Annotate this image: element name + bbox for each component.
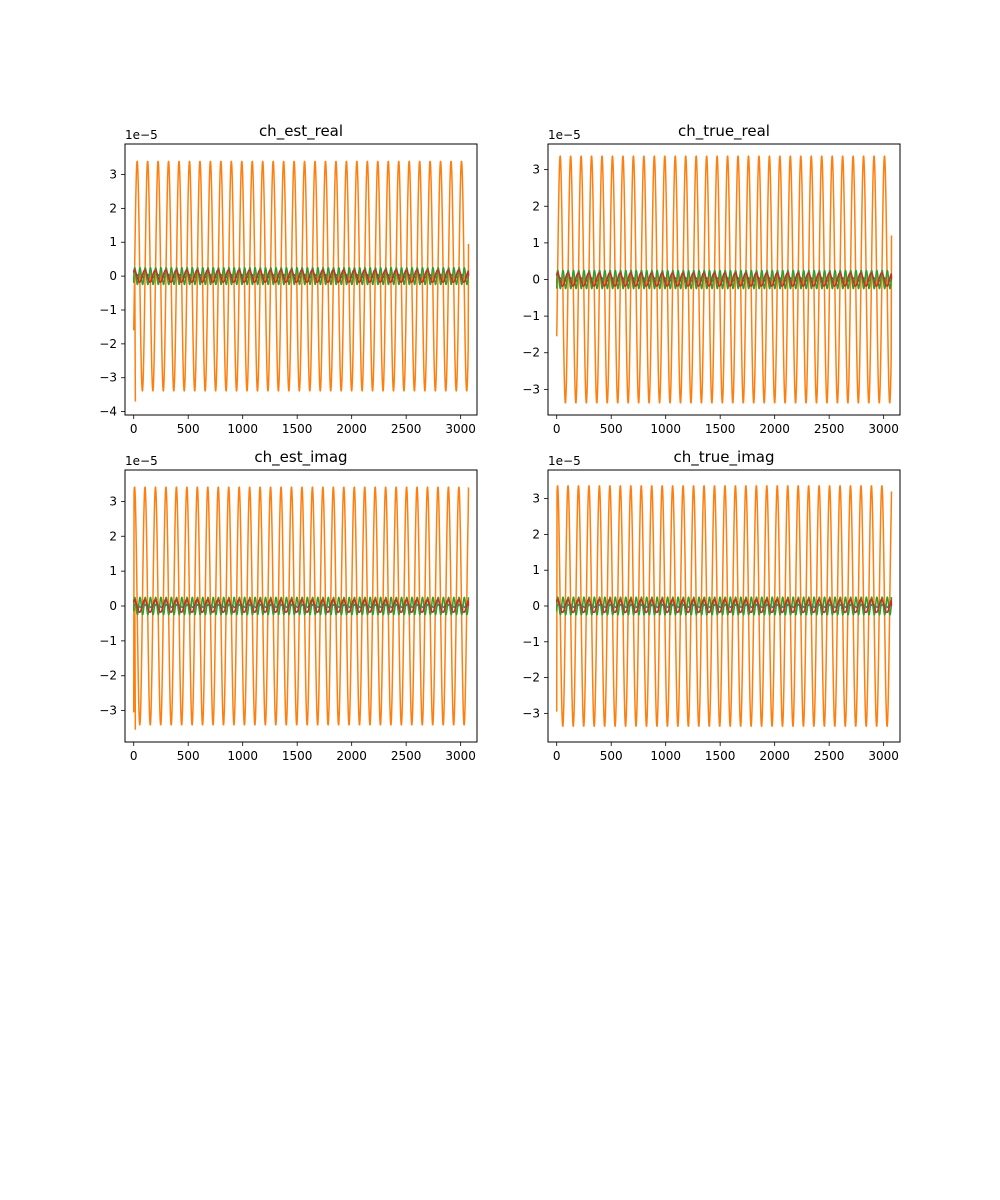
x-tick-label: 3000	[868, 749, 899, 763]
y-tick-label: −2	[522, 671, 540, 685]
y-offset-label: 1e−5	[125, 454, 158, 468]
x-tick-label: 0	[130, 749, 138, 763]
subplot-title: ch_true_imag	[673, 448, 774, 467]
y-tick-label: 0	[109, 599, 117, 613]
y-tick-label: −2	[522, 346, 540, 360]
x-tick-label: 2000	[336, 422, 367, 436]
subplot-title: ch_true_real	[678, 122, 770, 141]
y-tick-label: 0	[532, 599, 540, 613]
x-tick-label: 2500	[391, 422, 422, 436]
y-tick-label: −3	[99, 371, 117, 385]
x-tick-label: 3000	[868, 422, 899, 436]
y-tick-label: −2	[99, 669, 117, 683]
series-line-2	[555, 155, 893, 404]
y-tick-label: −3	[522, 382, 540, 396]
x-tick-label: 500	[177, 749, 200, 763]
y-tick-label: 3	[532, 163, 540, 177]
axes-frame	[124, 143, 478, 416]
series-extreme-low	[134, 605, 137, 730]
plot-area	[555, 485, 893, 727]
y-tick-label: 3	[109, 167, 117, 181]
y-offset-label: 1e−5	[125, 128, 158, 142]
y-tick-label: −1	[99, 303, 117, 317]
x-tick-label: 0	[130, 422, 138, 436]
y-tick-label: 2	[109, 529, 117, 543]
x-tick-label: 0	[553, 749, 561, 763]
subplot-title: ch_est_real	[259, 122, 343, 141]
y-offset-label: 1e−5	[548, 454, 581, 468]
x-tick-label: 500	[600, 749, 623, 763]
y-tick-label: 0	[109, 269, 117, 283]
y-tick-label: 2	[532, 527, 540, 541]
series-line-3	[132, 266, 470, 286]
y-tick-label: 1	[532, 563, 540, 577]
x-tick-label: 0	[553, 422, 561, 436]
subplot-ch-est-real: 0 500 1000 1500 2000 2500 3000 −4 −3 −2 −1 0 1 2 3 ch_e…	[99, 122, 478, 436]
x-tick-label: 3000	[445, 749, 476, 763]
x-tick-label: 2500	[391, 749, 422, 763]
x-tick-label: 2000	[336, 749, 367, 763]
y-tick-label: −3	[99, 704, 117, 718]
y-tick-label: 3	[109, 494, 117, 508]
series-line-4	[132, 598, 470, 614]
series-line-2	[132, 160, 470, 392]
y-tick-label: 1	[109, 235, 117, 249]
series-line-4	[555, 598, 893, 614]
plot-area	[555, 155, 893, 404]
x-tick-label: 1500	[282, 749, 313, 763]
y-tick-label: −1	[99, 634, 117, 648]
x-tick-label: 1000	[650, 749, 681, 763]
x-tick-label: 1500	[705, 749, 736, 763]
series-line-4	[555, 272, 893, 287]
plot-area	[132, 160, 470, 402]
subplot-ch-true-imag: 0 500 1000 1500 2000 2500 3000 −3 −2 −1 0 1 2 3 ch_tru…	[522, 448, 901, 763]
y-tick-label: 0	[532, 273, 540, 287]
series-extreme-low	[134, 276, 137, 402]
y-offset-label: 1e−5	[548, 128, 581, 142]
y-tick-label: 1	[532, 236, 540, 250]
x-tick-label: 2500	[814, 422, 845, 436]
subplot-ch-true-real: 0 500 1000 1500 2000 2500 3000 −3 −2 −1 0 1 2 3 ch_tru…	[522, 122, 901, 436]
x-tick-label: 2000	[759, 749, 790, 763]
y-tick-label: −2	[99, 337, 117, 351]
y-tick-label: −1	[522, 635, 540, 649]
series-line-4	[132, 269, 470, 283]
x-tick-label: 2500	[814, 749, 845, 763]
plot-area	[132, 486, 470, 730]
y-tick-label: 1	[109, 564, 117, 578]
y-tick-label: 2	[532, 199, 540, 213]
y-tick-label: −1	[522, 309, 540, 323]
series-line-3	[555, 269, 893, 290]
x-tick-label: 1500	[282, 422, 313, 436]
y-tick-label: −3	[522, 706, 540, 720]
series-line-3	[555, 596, 893, 616]
subplot-ch-est-imag: 0 500 1000 1500 2000 2500 3000 −3 −2 −1 0 1 2 3 ch_est…	[99, 448, 478, 763]
x-tick-label: 1000	[227, 422, 258, 436]
x-tick-label: 2000	[759, 422, 790, 436]
x-tick-label: 500	[600, 422, 623, 436]
series-line-3	[132, 596, 470, 616]
x-tick-label: 1500	[705, 422, 736, 436]
subplot-title: ch_est_imag	[254, 448, 347, 467]
y-tick-label: 2	[109, 201, 117, 215]
x-tick-label: 1000	[650, 422, 681, 436]
x-tick-label: 1000	[227, 749, 258, 763]
y-tick-label: −4	[99, 405, 117, 419]
x-tick-label: 500	[177, 422, 200, 436]
y-tick-label: 3	[532, 492, 540, 506]
x-tick-label: 3000	[445, 422, 476, 436]
